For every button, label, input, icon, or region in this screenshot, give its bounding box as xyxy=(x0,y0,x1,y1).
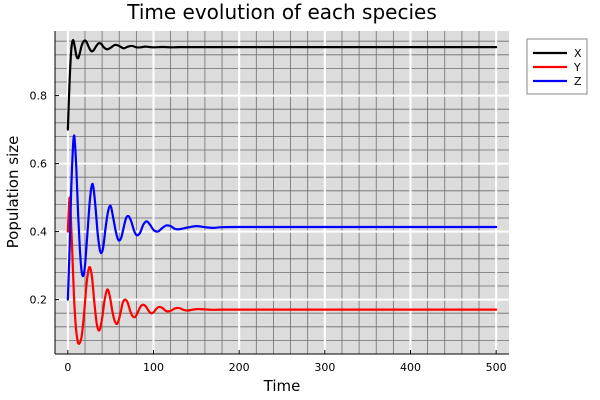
y-tick-label: 0.2 xyxy=(30,294,48,307)
series-line-y xyxy=(66,196,498,345)
x-tick-label: 500 xyxy=(486,361,507,374)
series-lines xyxy=(66,39,498,345)
y-tick-label: 0.6 xyxy=(30,158,48,171)
legend-label-y: Y xyxy=(573,61,581,74)
y-axis-label: Population size xyxy=(4,136,22,249)
x-tick-label: 100 xyxy=(143,361,164,374)
y-tick-label: 0.4 xyxy=(30,226,48,239)
series-line-z xyxy=(66,134,498,301)
x-tick-label: 300 xyxy=(314,361,335,374)
plot-area: 0 100 200 300 400 500 0.2 0.4 0.6 0.8 xyxy=(30,31,509,374)
legend-label-z: Z xyxy=(574,75,582,88)
x-tick-label: 400 xyxy=(400,361,421,374)
x-tick-label: 0 xyxy=(64,361,71,374)
legend-label-x: X xyxy=(574,47,582,60)
series-line-x xyxy=(66,39,498,131)
major-grid xyxy=(55,31,509,354)
x-axis-label: Time xyxy=(263,377,301,395)
chart-title: Time evolution of each species xyxy=(126,0,437,24)
x-tick-label: 200 xyxy=(229,361,250,374)
y-axis-ticks: 0.2 0.4 0.6 0.8 xyxy=(30,90,59,307)
legend: XYZ xyxy=(526,38,588,95)
x-axis-ticks: 0 100 200 300 400 500 xyxy=(64,350,507,374)
y-tick-label: 0.8 xyxy=(30,90,48,103)
